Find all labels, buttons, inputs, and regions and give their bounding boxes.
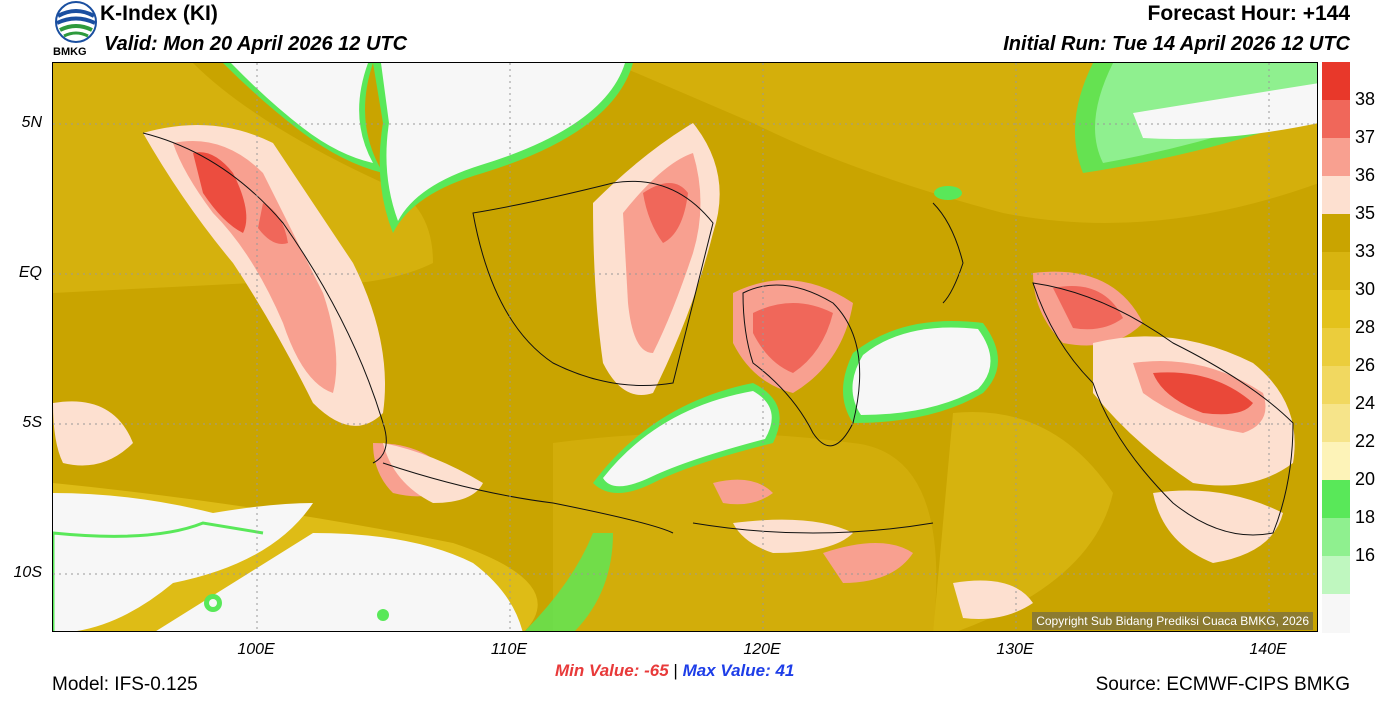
logo-text: BMKG [53, 46, 87, 58]
separator: | [673, 661, 678, 680]
colorbar-segment [1322, 442, 1350, 481]
lon-tick-100e: 100E [237, 641, 275, 658]
lat-tick-10s: 10S [13, 564, 42, 581]
chart-title: K-Index (KI) [100, 2, 218, 25]
colorbar-segment [1322, 556, 1350, 595]
colorbar-label: 33 [1355, 241, 1376, 261]
colorbar-segment [1322, 290, 1350, 329]
bmkg-logo-icon [55, 1, 97, 43]
colorbar-label: 20 [1355, 469, 1376, 489]
colorbar-label: 35 [1355, 203, 1376, 223]
colorbar-segment [1322, 594, 1350, 633]
lon-tick-110e: 110E [490, 641, 528, 658]
map-canvas [53, 63, 1317, 631]
colorbar-label: 28 [1355, 317, 1376, 337]
colorbar-segment [1322, 404, 1350, 443]
colorbar-label: 16 [1355, 545, 1376, 565]
colorbar-segment [1322, 100, 1350, 139]
colorbar-label: 24 [1355, 393, 1376, 413]
valid-time: Valid: Mon 20 April 2026 12 UTC [104, 33, 408, 55]
lat-tick-5s: 5S [22, 414, 42, 431]
colorbar-segment [1322, 214, 1350, 253]
colorbar-segment [1322, 138, 1350, 177]
colorbar-label: 26 [1355, 355, 1376, 375]
colorbar-segment [1322, 252, 1350, 291]
lon-tick-130e: 130E [996, 641, 1034, 658]
forecast-hour: Forecast Hour: +144 [1147, 2, 1351, 25]
colorbar-segment [1322, 62, 1350, 101]
max-value: Max Value: 41 [682, 661, 795, 680]
copyright-note: Copyright Sub Bidang Prediksi Cuaca BMKG… [1032, 612, 1313, 630]
colorbar-label: 30 [1355, 279, 1376, 299]
colorbar-label: 18 [1355, 507, 1376, 527]
lon-tick-140e: 140E [1249, 641, 1287, 658]
model-label: Model: IFS-0.125 [52, 674, 198, 695]
lon-tick-120e: 120E [743, 641, 781, 658]
colorbar-segment [1322, 518, 1350, 557]
min-max-values: Min Value: -65 | Max Value: 41 [555, 661, 794, 681]
lat-tick-5n: 5N [21, 114, 42, 131]
colorbar-segment [1322, 480, 1350, 519]
colorbar-label: 37 [1355, 127, 1376, 147]
colorbar-label: 38 [1355, 89, 1376, 109]
min-value: Min Value: -65 [555, 661, 669, 680]
colorbar-segment [1322, 176, 1350, 215]
initial-run: Initial Run: Tue 14 April 2026 12 UTC [1003, 33, 1350, 55]
k-index-map [52, 62, 1318, 632]
colorbar-label: 36 [1355, 165, 1376, 185]
lat-tick-eq: EQ [18, 264, 42, 281]
source-label: Source: ECMWF-CIPS BMKG [1095, 674, 1350, 695]
colorbar-segment [1322, 328, 1350, 367]
colorbar [1322, 62, 1350, 633]
colorbar-segment [1322, 366, 1350, 405]
colorbar-label: 22 [1355, 431, 1376, 451]
